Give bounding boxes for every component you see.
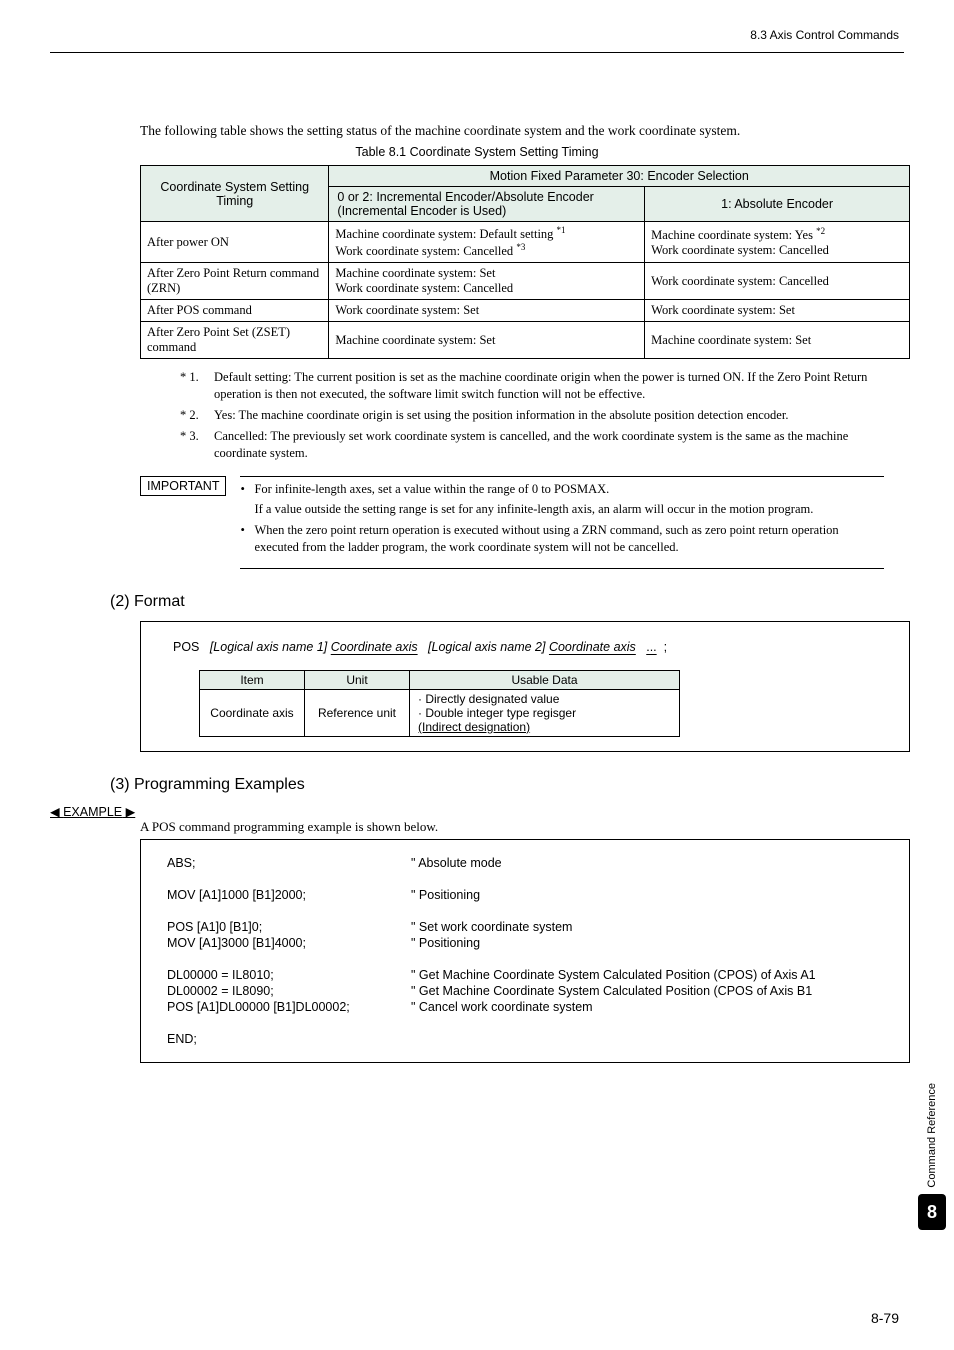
td-inc: Machine coordinate system: SetWork coord… — [329, 263, 645, 300]
td-timing: After power ON — [141, 222, 329, 263]
fmt-row: Coordinate axis Reference unit · Directl… — [200, 689, 680, 736]
side-tab-number: 8 — [918, 1194, 946, 1230]
td-abs: Machine coordinate system: Set — [645, 322, 910, 359]
example-marker: ◀ EXAMPLE ▶ — [50, 804, 904, 819]
th-setting-timing: Coordinate System Setting Timing — [141, 166, 329, 222]
footnote: * 2.Yes: The machine coordinate origin i… — [180, 407, 874, 424]
th-sub-a: 0 or 2: Incremental Encoder/Absolute Enc… — [329, 187, 645, 222]
code-line: POS [A1]0 [B1]0;" Set work coordinate sy… — [167, 920, 899, 934]
fmt-h-item: Item — [200, 670, 305, 689]
code-box: ABS;" Absolute mode MOV [A1]1000 [B1]2000… — [140, 839, 910, 1063]
side-tab-label: Command Reference — [926, 1083, 938, 1188]
code-line: END; — [167, 1032, 899, 1046]
table-caption: Table 8.1 Coordinate System Setting Timi… — [50, 145, 904, 159]
important-block: IMPORTANT •For infinite-length axes, set… — [140, 476, 884, 569]
intro-text: The following table shows the setting st… — [140, 123, 884, 139]
table-row: After POS command Work coordinate system… — [141, 300, 910, 322]
format-syntax: POS [Logical axis name 1] Coordinate axi… — [173, 640, 891, 654]
td-timing: After Zero Point Set (ZSET) command — [141, 322, 329, 359]
footnote: * 3.Cancelled: The previously set work c… — [180, 428, 874, 462]
th-group: Motion Fixed Parameter 30: Encoder Selec… — [329, 166, 910, 187]
td-abs: Work coordinate system: Cancelled — [645, 263, 910, 300]
format-box: POS [Logical axis name 1] Coordinate axi… — [140, 621, 910, 752]
page-number: 8-79 — [871, 1310, 899, 1326]
footnote: * 1.Default setting: The current positio… — [180, 369, 874, 403]
header-section: 8.3 Axis Control Commands — [750, 28, 899, 42]
th-sub-b: 1: Absolute Encoder — [645, 187, 910, 222]
td-inc: Machine coordinate system: Set — [329, 322, 645, 359]
td-timing: After Zero Point Return command (ZRN) — [141, 263, 329, 300]
important-text: •For infinite-length axes, set a value w… — [240, 476, 884, 569]
example-intro: A POS command programming example is sho… — [140, 819, 904, 835]
important-label: IMPORTANT — [140, 476, 226, 496]
code-line: MOV [A1]1000 [B1]2000;" Positioning — [167, 888, 899, 902]
side-tab: Command Reference 8 — [918, 1083, 946, 1230]
footnotes: * 1.Default setting: The current positio… — [180, 369, 874, 461]
code-line: ABS;" Absolute mode — [167, 856, 899, 870]
code-line: MOV [A1]3000 [B1]4000;" Positioning — [167, 936, 899, 950]
table-row: After power ON Machine coordinate system… — [141, 222, 910, 263]
format-table: Item Unit Usable Data Coordinate axis Re… — [199, 670, 680, 737]
header-rule — [50, 52, 904, 53]
td-abs: Work coordinate system: Set — [645, 300, 910, 322]
td-inc: Machine coordinate system: Default setti… — [329, 222, 645, 263]
coordinate-table: Coordinate System Setting Timing Motion … — [140, 165, 910, 359]
td-timing: After POS command — [141, 300, 329, 322]
section-format-title: (2) Format — [110, 593, 904, 611]
code-line: DL00000 = IL8010;" Get Machine Coordinat… — [167, 968, 899, 982]
fmt-h-unit: Unit — [305, 670, 410, 689]
code-line: DL00002 = IL8090;" Get Machine Coordinat… — [167, 984, 899, 998]
td-abs: Machine coordinate system: Yes *2 Work c… — [645, 222, 910, 263]
table-row: After Zero Point Set (ZSET) command Mach… — [141, 322, 910, 359]
section-examples-title: (3) Programming Examples — [110, 776, 904, 794]
fmt-h-data: Usable Data — [410, 670, 680, 689]
table-row: After Zero Point Return command (ZRN) Ma… — [141, 263, 910, 300]
td-inc: Work coordinate system: Set — [329, 300, 645, 322]
code-line: POS [A1]DL00000 [B1]DL00002;" Cancel wor… — [167, 1000, 899, 1014]
